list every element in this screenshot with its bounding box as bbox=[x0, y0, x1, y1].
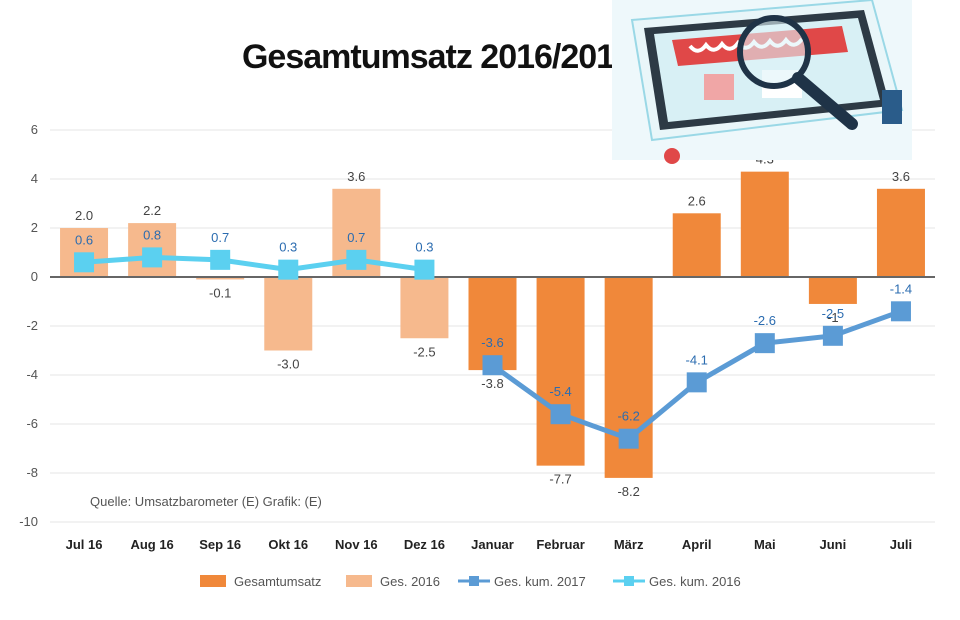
legend-label: Gesamtumsatz bbox=[234, 574, 321, 589]
legend: Gesamtumsatz Ges. 2016 Ges. kum. 2017 Ges. … bbox=[200, 574, 741, 589]
line-data-label: 0.6 bbox=[75, 232, 93, 247]
line-data-label: 0.7 bbox=[211, 230, 229, 245]
bar-data-label: 3.6 bbox=[347, 169, 365, 184]
x-tick-label: Juni bbox=[820, 537, 847, 552]
bar-data-label: -2.5 bbox=[413, 344, 435, 359]
legend-marker bbox=[624, 576, 634, 586]
bar-data-label: 2.2 bbox=[143, 203, 161, 218]
series-point bbox=[414, 259, 435, 280]
bar-data-label: 2.6 bbox=[688, 193, 706, 208]
y-tick-label: 0 bbox=[31, 269, 38, 284]
series-point bbox=[74, 252, 95, 273]
bar-data-label: -1 bbox=[827, 310, 839, 325]
bar bbox=[196, 277, 245, 280]
line-data-label: -2.6 bbox=[754, 313, 776, 328]
bars bbox=[60, 171, 925, 478]
legend-marker bbox=[469, 576, 479, 586]
line-data-label: -3.6 bbox=[481, 335, 503, 350]
series-point bbox=[686, 372, 707, 393]
source-note: Quelle: Umsatzbarometer (E) Grafik: (E) bbox=[90, 494, 322, 509]
legend-label: Ges. 2016 bbox=[380, 574, 440, 589]
bar bbox=[672, 213, 721, 277]
bar-data-label: -3.8 bbox=[481, 376, 503, 391]
legend-label: Ges. kum. 2016 bbox=[649, 574, 741, 589]
x-tick-label: Januar bbox=[471, 537, 514, 552]
line-data-label: -1.4 bbox=[890, 281, 912, 296]
legend-label: Ges. kum. 2017 bbox=[494, 574, 586, 589]
shop-magnifier-illustration bbox=[612, 0, 912, 164]
x-tick-label: März bbox=[614, 537, 644, 552]
y-tick-label: 6 bbox=[31, 122, 38, 137]
x-tick-label: Sep 16 bbox=[199, 537, 241, 552]
line-data-label: -2.5 bbox=[822, 306, 844, 321]
series-point bbox=[550, 404, 571, 425]
y-tick-label: -8 bbox=[26, 465, 38, 480]
bar-data-label: 2.0 bbox=[75, 208, 93, 223]
bar-data-label: 3.6 bbox=[892, 169, 910, 184]
bar bbox=[536, 277, 585, 466]
x-tick-label: Juli bbox=[890, 537, 912, 552]
bar-data-label: -3.0 bbox=[277, 357, 299, 372]
bar bbox=[876, 188, 925, 277]
line-data-label: 0.3 bbox=[415, 240, 433, 255]
line-data-label: 0.3 bbox=[279, 240, 297, 255]
series-point bbox=[890, 301, 911, 322]
bar-data-label: -0.1 bbox=[209, 285, 231, 300]
bar bbox=[264, 277, 313, 351]
x-tick-label: Mai bbox=[754, 537, 776, 552]
y-axis-ticks: 6 4 2 0 -2 -4 -6 -8 -10 bbox=[19, 122, 38, 529]
y-tick-label: -6 bbox=[26, 416, 38, 431]
line-data-label: 0.8 bbox=[143, 227, 161, 242]
x-axis-ticks: Jul 16 Aug 16 Sep 16 Okt 16 Nov 16 Dez 16 Janu… bbox=[66, 537, 913, 552]
bar bbox=[468, 277, 517, 371]
line-data-label: -5.4 bbox=[549, 384, 571, 399]
legend-swatch bbox=[346, 575, 372, 587]
series-point bbox=[278, 259, 299, 280]
bar bbox=[400, 277, 449, 339]
series-point bbox=[822, 325, 843, 346]
data-labels: -3.8-7.7-8.22.64.3-13.62.02.2-0.1-3.03.6… bbox=[75, 152, 912, 499]
y-tick-label: -4 bbox=[26, 367, 38, 382]
bar-data-label: -8.2 bbox=[617, 484, 639, 499]
bar-data-label: -7.7 bbox=[549, 472, 571, 487]
series-point bbox=[618, 428, 639, 449]
x-tick-label: April bbox=[682, 537, 712, 552]
line-data-label: 0.7 bbox=[347, 230, 365, 245]
bar bbox=[740, 171, 789, 277]
x-tick-label: Jul 16 bbox=[66, 537, 103, 552]
series-point bbox=[346, 249, 367, 270]
y-tick-label: 2 bbox=[31, 220, 38, 235]
series-point bbox=[210, 249, 231, 270]
series-point bbox=[482, 355, 503, 376]
x-tick-label: Dez 16 bbox=[404, 537, 445, 552]
x-tick-label: Aug 16 bbox=[130, 537, 173, 552]
y-tick-label: -10 bbox=[19, 514, 38, 529]
y-tick-label: -2 bbox=[26, 318, 38, 333]
x-tick-label: Nov 16 bbox=[335, 537, 378, 552]
bar bbox=[808, 277, 857, 304]
line-data-label: -6.2 bbox=[617, 409, 639, 424]
line-data-label: -4.1 bbox=[686, 352, 708, 367]
series-point bbox=[142, 247, 163, 268]
y-tick-label: 4 bbox=[31, 171, 38, 186]
legend-swatch bbox=[200, 575, 226, 587]
chart-title: Gesamtumsatz 2016/2017 bbox=[242, 38, 632, 76]
series-point bbox=[754, 333, 775, 354]
x-tick-label: Okt 16 bbox=[268, 537, 308, 552]
x-tick-label: Februar bbox=[536, 537, 584, 552]
series-lines bbox=[74, 247, 911, 449]
series-line bbox=[83, 254, 425, 273]
